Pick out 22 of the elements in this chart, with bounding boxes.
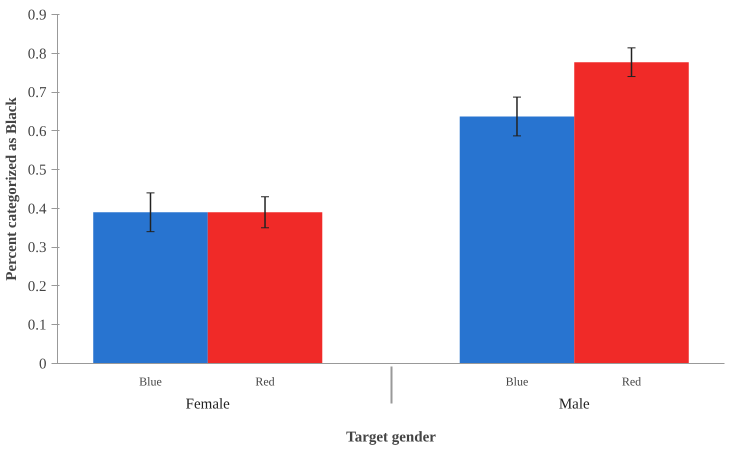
y-tick-label: 0.6 [28,124,47,140]
series-label: Red [255,374,275,388]
x-tick-label: Male [558,396,590,412]
y-tick-label: 0.4 [28,201,47,218]
text: Red [622,374,642,388]
y-axis-title: Percent categorized as Black [4,96,20,281]
y-tick-label: 0.3 [28,240,46,256]
bar [93,212,208,364]
bar [460,116,574,364]
series-label: Blue [139,374,162,388]
bar [208,212,322,364]
y-tick-label: 0.1 [28,318,46,334]
y-tick-label: 0.5 [28,162,46,179]
x-tick-label: Female [186,396,230,412]
y-tick-label: 0 [39,356,46,372]
x-axis-title: Target gender [346,430,436,446]
y-tick-label: 0.9 [28,8,46,24]
y-tick-label: 0.8 [28,46,46,62]
y-tick-label: 0.7 [28,85,47,102]
y-tick-label: 0.2 [28,278,46,295]
text: Blue [506,374,528,388]
bar [574,62,689,364]
